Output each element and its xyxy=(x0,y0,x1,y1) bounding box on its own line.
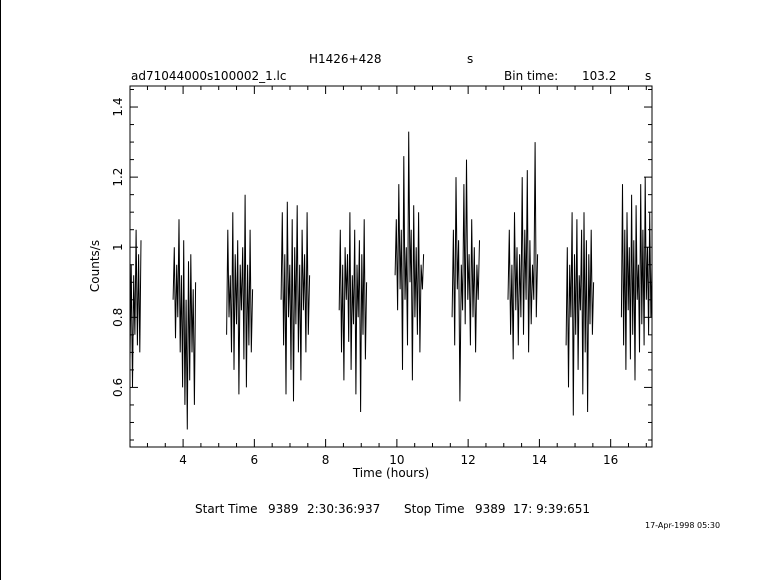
light-curve-segment xyxy=(451,159,480,402)
light-curve-segment xyxy=(226,194,254,395)
x-tick-label: 4 xyxy=(179,453,187,467)
x-tick-label: 10 xyxy=(389,453,404,467)
light-curve-segment xyxy=(129,229,142,388)
start-day: 9389 xyxy=(268,502,299,516)
light-curve-filename: ad71044000s100002_1.lc xyxy=(131,69,287,83)
bin-time-value: 103.2 xyxy=(582,69,617,83)
y-tick-label: 1.2 xyxy=(111,168,125,187)
x-tick-label: 16 xyxy=(603,453,618,467)
x-tick-label: 14 xyxy=(532,453,547,467)
bin-time-label: Bin time: xyxy=(504,69,559,83)
y-tick-label: 1 xyxy=(111,243,125,251)
light-curve-segment xyxy=(394,131,425,381)
stop-time-label: Stop Time xyxy=(404,502,465,516)
stop-time: 17: 9:39:651 xyxy=(513,502,591,516)
y-tick-label: 0.6 xyxy=(111,378,125,397)
y-tick-label: 1.4 xyxy=(111,97,125,116)
light-curve-segment xyxy=(338,212,368,413)
data-series xyxy=(129,131,653,430)
x-tick-label: 6 xyxy=(251,453,259,467)
x-tick-label: 8 xyxy=(322,453,330,467)
light-curve-segment xyxy=(280,201,311,402)
left-border-line xyxy=(0,0,1,580)
object-name: H1426+428 xyxy=(309,52,382,66)
bin-time-unit: s xyxy=(645,69,652,83)
y-tick-label: 0.8 xyxy=(111,308,125,327)
light-curve-segment xyxy=(565,212,595,416)
light-curve-segment xyxy=(507,142,539,360)
start-time-label: Start Time xyxy=(195,502,258,516)
x-axis-label: Time (hours) xyxy=(352,466,429,480)
object-unit: s xyxy=(467,52,474,66)
stop-day: 9389 xyxy=(475,502,506,516)
y-axis-label: Counts/s xyxy=(88,240,102,292)
start-time: 2:30:36:937 xyxy=(307,502,381,516)
x-tick-label: 12 xyxy=(461,453,476,467)
light-curve-segment xyxy=(172,219,197,430)
light-curve-segment xyxy=(620,177,653,381)
plot-timestamp: 17-Apr-1998 05:30 xyxy=(645,521,721,530)
axis-ticks: 4 6 8 10 12 14 16 0.6 0.8 1 1.2 1.4 xyxy=(111,86,652,467)
